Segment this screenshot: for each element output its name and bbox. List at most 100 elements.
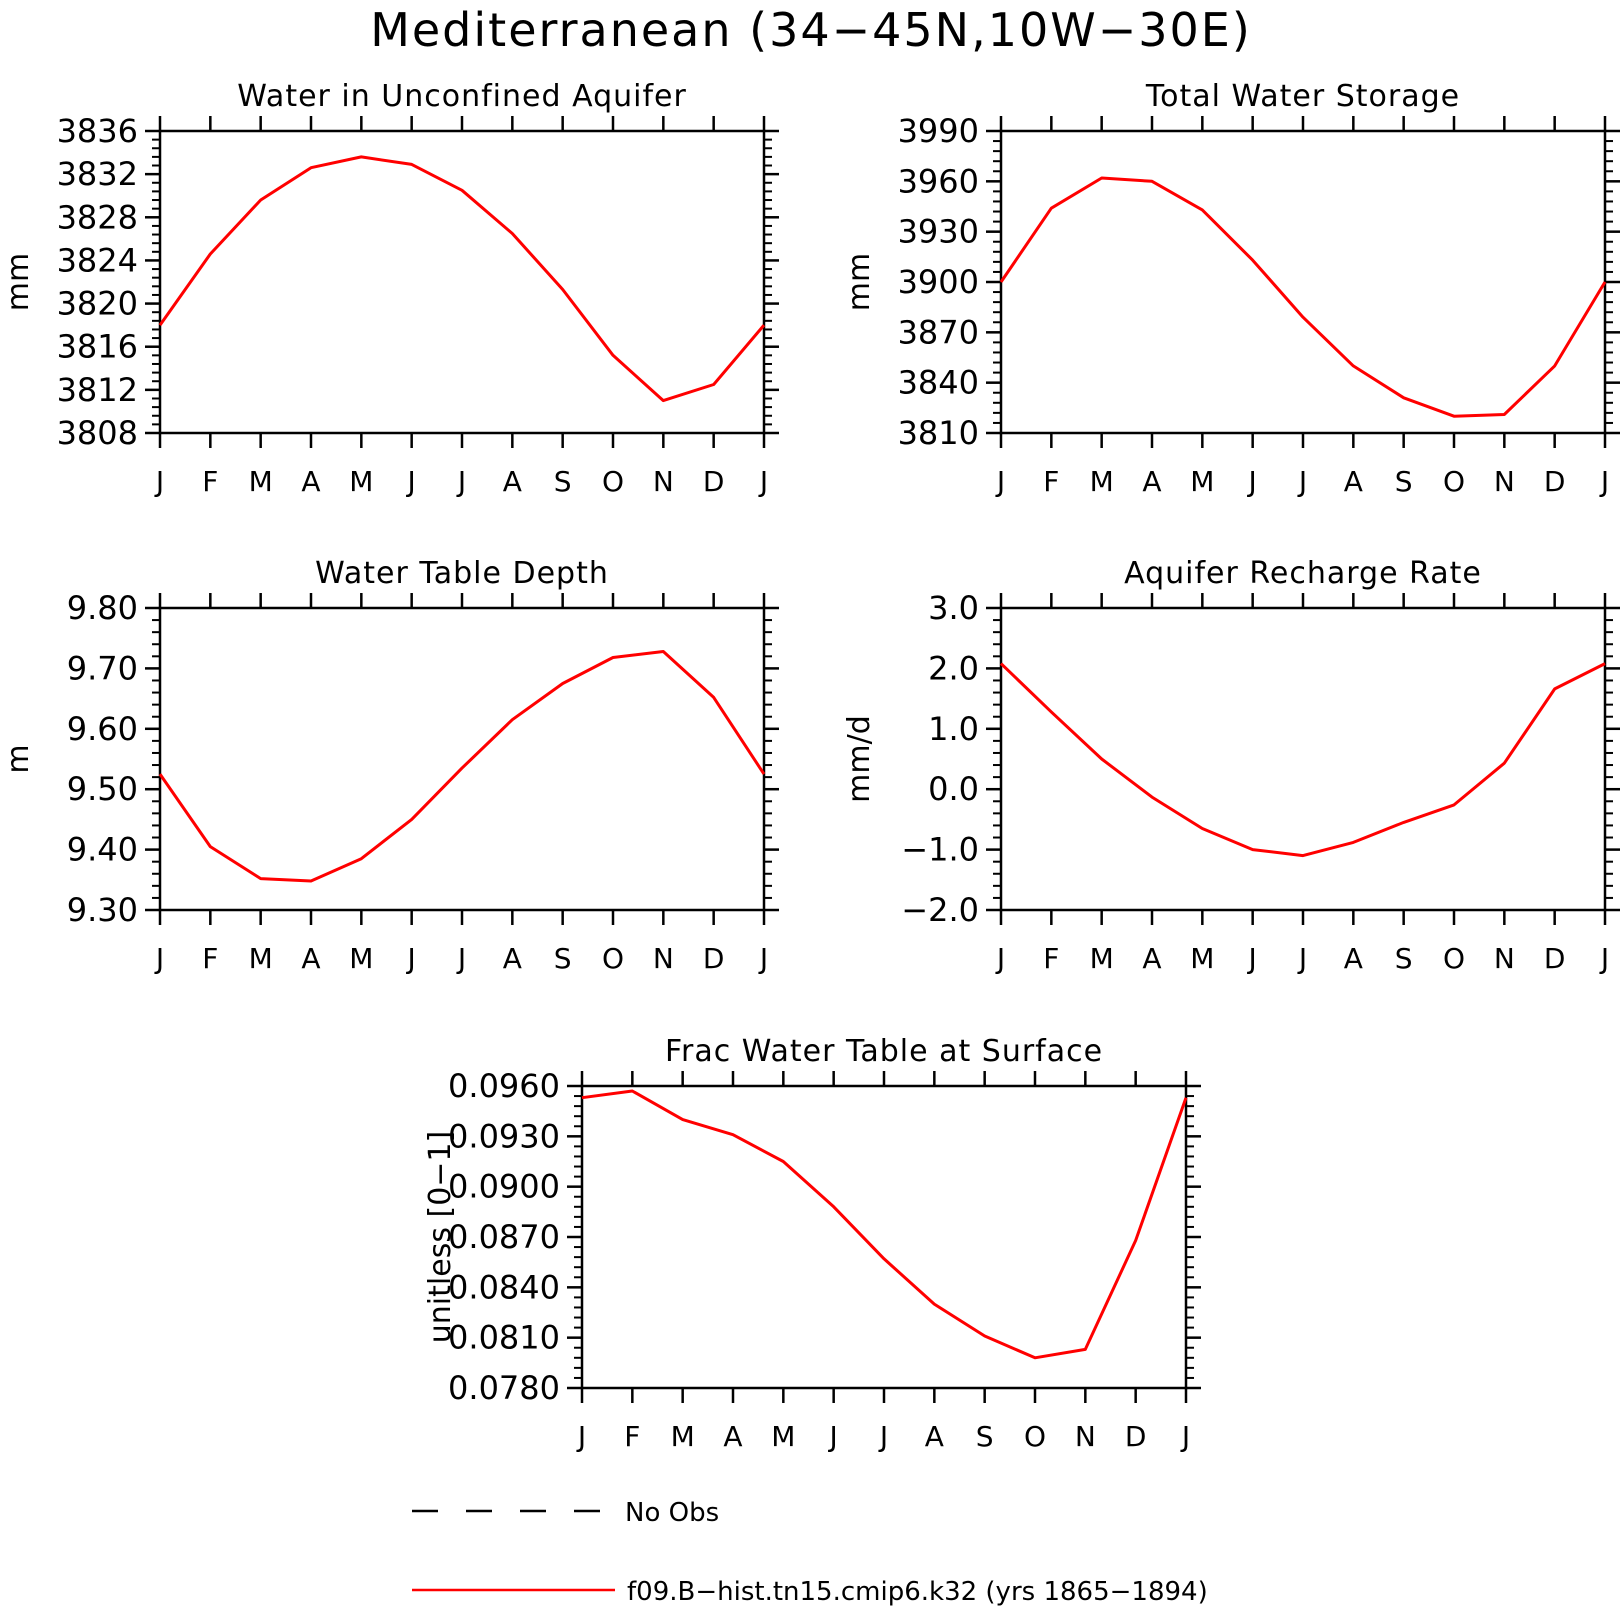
legend-label: f09.B−hist.tn15.cmip6.k32 (yrs 1865−1894… [627,1577,1208,1607]
x-tick-label: J [878,1420,888,1453]
x-tick-label: D [703,465,725,498]
y-tick-label: 3820 [57,285,138,323]
x-tick-label: M [771,1420,795,1453]
total-water-storage-panel: J F M A M J J A S O N D J381038403870390039303960399… [842,79,1620,498]
unconfined-aquifer-panel: J F M A M J J A S O N D J380838123816382038243828383… [1,79,779,498]
x-tick-label: M [249,465,273,498]
x-tick-label: F [624,1420,640,1453]
y-tick-label: 0.0870 [448,1218,560,1256]
x-tick-label: M [349,942,373,975]
y-tick-label: 3930 [898,213,979,251]
x-tick-label: J [154,942,164,975]
total-water-storage-y-axis-label: mm [842,253,877,311]
x-tick-label: M [1090,942,1114,975]
x-tick-label: S [554,465,572,498]
frac-water-table-plot-frame [580,1084,1188,1390]
total-water-storage-plot-frame [999,129,1607,435]
x-tick-label: J [154,465,164,498]
y-tick-label: 9.70 [67,649,138,687]
y-tick-label: −1.0 [901,831,979,869]
recharge-rate-series-line [999,662,1606,858]
x-tick-label: O [1443,465,1465,498]
x-tick-label: D [1125,1420,1147,1453]
x-tick-label: O [1443,942,1465,975]
y-tick-label: 0.0960 [448,1067,560,1105]
x-tick-label: F [1043,942,1059,975]
x-tick-label: F [202,465,218,498]
water-table-depth-series-line [158,650,766,883]
x-tick-label: M [1190,465,1214,498]
unconfined-aquifer-plot-frame [158,129,766,435]
x-tick-label: A [301,942,320,975]
x-tick-label: J [406,942,416,975]
unconfined-aquifer-y-axis-label: mm [1,253,36,311]
y-tick-label: 3870 [898,313,979,351]
y-tick-label: 3960 [898,162,979,200]
x-tick-label: S [976,1420,994,1453]
x-tick-label: O [602,942,624,975]
y-tick-label: 9.40 [67,831,138,869]
x-tick-label: J [576,1420,586,1453]
y-tick-label: 3840 [898,364,979,402]
frac-water-table-title: Frac Water Table at Surface [665,1034,1103,1069]
x-tick-label: A [1344,942,1363,975]
x-tick-label: J [456,942,466,975]
x-tick-label: J [1297,942,1307,975]
x-tick-label: M [349,465,373,498]
x-tick-label: A [301,465,320,498]
x-tick-label: J [1247,942,1257,975]
recharge-rate-plot-frame [999,606,1607,912]
y-tick-label: 3900 [898,263,979,301]
x-tick-label: F [202,942,218,975]
y-tick-label: 1.0 [928,710,979,748]
x-tick-label: F [1043,465,1059,498]
x-tick-label: M [249,942,273,975]
x-tick-label: J [995,942,1005,975]
x-tick-label: A [503,465,522,498]
x-tick-label: M [1190,942,1214,975]
x-tick-label: N [1494,942,1515,975]
y-tick-label: 3810 [898,414,979,452]
x-tick-label: A [925,1420,944,1453]
x-tick-label: J [1180,1420,1190,1453]
x-tick-label: S [554,942,572,975]
x-tick-label: J [1297,465,1307,498]
x-tick-label: J [758,942,768,975]
total-water-storage-title: Total Water Storage [1145,79,1460,114]
recharge-rate-y-axis-label: mm/d [842,715,877,803]
y-tick-label: 0.0840 [448,1268,560,1306]
water-table-depth-plot-frame [158,606,766,912]
x-tick-label: N [1075,1420,1096,1453]
x-tick-label: J [1247,465,1257,498]
x-tick-label: O [602,465,624,498]
unconfined-aquifer-title: Water in Unconfined Aquifer [237,79,687,114]
x-tick-label: J [995,465,1005,498]
y-tick-label: 3828 [57,198,138,236]
y-tick-label: 3832 [57,155,138,193]
panels: J F M A M J J A S O N D J380838123816382038243828383… [1,79,1620,1453]
x-tick-label: A [723,1420,742,1453]
water-table-depth-panel: J F M A M J J A S O N D J9.309.409.509.609.709.80Wat… [1,556,779,975]
x-tick-label: J [1599,942,1609,975]
x-tick-label: D [1544,465,1566,498]
x-tick-label: N [653,465,674,498]
water-table-depth-y-axis-label: m [1,744,36,773]
frac-water-table-series-line [581,1089,1188,1360]
x-tick-label: J [1599,465,1609,498]
legend-item: f09.B−hist.tn15.cmip6.k32 (yrs 1865−1894… [412,1577,1208,1607]
x-tick-label: N [1494,465,1515,498]
x-tick-label: J [828,1420,838,1453]
x-tick-label: M [1090,465,1114,498]
recharge-rate-title: Aquifer Recharge Rate [1124,556,1482,591]
y-tick-label: 3808 [57,414,138,452]
x-tick-label: S [1395,465,1413,498]
y-tick-label: 0.0900 [448,1168,560,1206]
y-tick-label: 0.0810 [448,1319,560,1357]
water-table-depth-title: Water Table Depth [315,556,609,591]
x-tick-label: D [1544,942,1566,975]
x-tick-label: A [503,942,522,975]
x-tick-label: A [1142,465,1161,498]
legend: No Obs f09.B−hist.tn15.cmip6.k32 (yrs 186… [412,1498,1208,1607]
y-tick-label: 3812 [57,371,138,409]
